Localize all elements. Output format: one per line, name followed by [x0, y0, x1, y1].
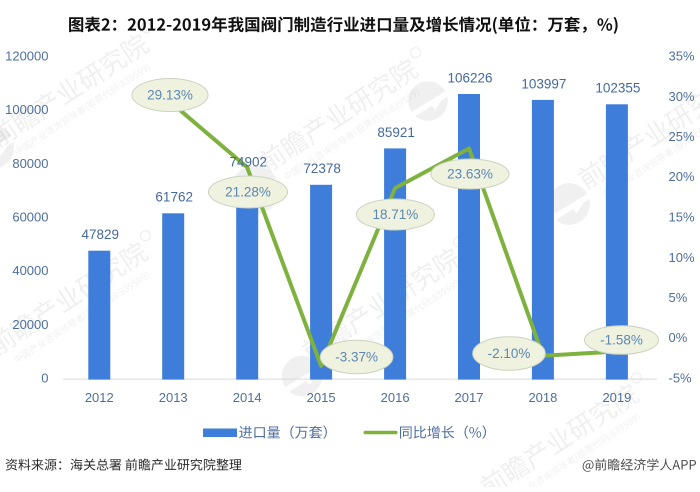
svg-text:0%: 0% — [669, 330, 688, 345]
svg-text:18.71%: 18.71% — [373, 207, 419, 222]
svg-text:103997: 103997 — [521, 76, 566, 91]
svg-text:20%: 20% — [669, 169, 695, 184]
svg-text:2013: 2013 — [159, 390, 188, 405]
svg-text:85921: 85921 — [377, 125, 415, 140]
svg-text:23.63%: 23.63% — [447, 167, 493, 182]
svg-text:100000: 100000 — [5, 102, 48, 117]
svg-text:61762: 61762 — [155, 190, 193, 205]
svg-text:-2.10%: -2.10% — [488, 346, 531, 361]
svg-text:72378: 72378 — [303, 161, 341, 176]
svg-text:2015: 2015 — [307, 390, 336, 405]
svg-text:10%: 10% — [669, 250, 695, 265]
svg-text:102355: 102355 — [595, 81, 640, 96]
svg-text:2019: 2019 — [602, 390, 631, 405]
svg-text:40000: 40000 — [12, 263, 48, 278]
svg-text:29.13%: 29.13% — [147, 88, 193, 103]
svg-text:15%: 15% — [669, 210, 695, 225]
svg-text:120000: 120000 — [5, 49, 48, 64]
svg-text:2014: 2014 — [233, 390, 262, 405]
svg-text:2016: 2016 — [381, 390, 410, 405]
svg-text:20000: 20000 — [12, 317, 48, 332]
svg-text:21.28%: 21.28% — [225, 185, 271, 200]
svg-text:25%: 25% — [669, 129, 695, 144]
svg-text:80000: 80000 — [12, 156, 48, 171]
svg-text:-1.58%: -1.58% — [600, 333, 643, 348]
svg-text:5%: 5% — [669, 290, 688, 305]
svg-text:47829: 47829 — [82, 227, 120, 242]
svg-text:2018: 2018 — [528, 390, 557, 405]
svg-text:2017: 2017 — [455, 390, 484, 405]
svg-text:2012: 2012 — [85, 390, 114, 405]
svg-text:106226: 106226 — [447, 70, 492, 85]
svg-text:30%: 30% — [669, 89, 695, 104]
svg-text:-5%: -5% — [669, 371, 693, 386]
svg-text:60000: 60000 — [12, 210, 48, 225]
svg-text:-3.37%: -3.37% — [335, 350, 378, 365]
svg-text:0: 0 — [41, 371, 48, 386]
svg-text:35%: 35% — [669, 49, 695, 64]
svg-text:74902: 74902 — [229, 154, 267, 169]
